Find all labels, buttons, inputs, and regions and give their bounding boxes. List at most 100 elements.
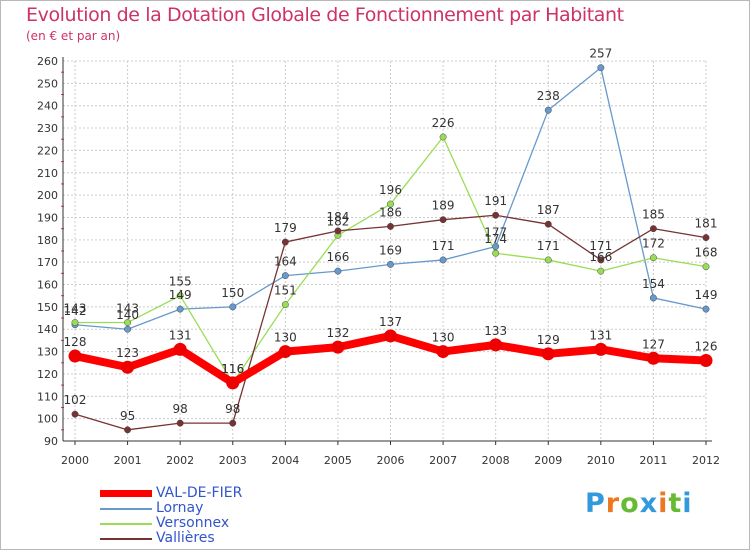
data-point: [281, 238, 289, 246]
data-point: [439, 216, 447, 224]
data-labels: 128 123 131 116 130 132 137 130 133 129 131 127 126 1…: [64, 47, 718, 423]
x-tick-label: 2012: [692, 454, 720, 467]
grid: [63, 60, 707, 442]
data-point: [124, 426, 132, 434]
data-point: [646, 351, 660, 365]
data-label: 196: [379, 183, 402, 197]
logo-letter: P: [585, 488, 606, 519]
data-label: 179: [274, 221, 297, 235]
chart-subtitle: (en € et par an): [26, 29, 121, 43]
data-point: [226, 376, 240, 390]
data-point: [331, 340, 345, 354]
data-label: 171: [432, 239, 455, 253]
legend-label: VAL-DE-FIER: [156, 485, 243, 501]
data-label: 123: [116, 346, 139, 360]
data-label: 116: [221, 362, 244, 376]
legend-item: Lornay: [100, 501, 242, 516]
x-tick-label: 2008: [482, 454, 510, 467]
logo-letter: x: [639, 488, 659, 519]
data-point: [541, 347, 555, 361]
data-label: 130: [274, 331, 297, 345]
y-tick-label: 220: [37, 144, 58, 157]
y-tick-label: 180: [37, 234, 58, 247]
legend-item: Versonnex: [100, 516, 242, 531]
data-point: [281, 272, 289, 280]
y-tick-label: 210: [37, 167, 58, 180]
data-label: 126: [695, 340, 718, 354]
data-label: 168: [695, 246, 718, 260]
x-tick-label: 2006: [377, 454, 405, 467]
data-point: [71, 319, 79, 326]
data-label: 171: [589, 239, 612, 253]
data-label: 185: [642, 208, 665, 222]
data-point: [489, 338, 503, 352]
data-point: [544, 106, 552, 114]
data-point: [649, 225, 657, 233]
data-label: 189: [432, 199, 455, 213]
y-tick-label: 200: [37, 189, 58, 202]
data-label: 132: [326, 326, 349, 340]
x-tick-label: 2010: [587, 454, 615, 467]
legend-item: VAL-DE-FIER: [100, 486, 242, 501]
data-label: 149: [169, 288, 192, 302]
data-point: [594, 342, 608, 356]
data-point: [334, 267, 342, 275]
data-label: 131: [589, 328, 612, 342]
legend-swatch: [100, 522, 152, 525]
x-tick-label: 2002: [166, 454, 194, 467]
x-tick-label: 2004: [271, 454, 299, 467]
x-tick-label: 2000: [61, 454, 89, 467]
data-point: [278, 345, 292, 359]
y-tick-label: 170: [37, 256, 58, 269]
data-label: 116: [221, 362, 244, 376]
data-point: [229, 303, 237, 311]
data-point: [124, 325, 132, 333]
data-point: [544, 220, 552, 228]
data-label: 155: [169, 275, 192, 289]
data-points: [68, 64, 713, 434]
data-point: [699, 354, 713, 368]
data-point: [649, 294, 657, 302]
data-label: 129: [537, 333, 560, 347]
data-label: 98: [173, 402, 188, 416]
data-label: 143: [116, 302, 139, 316]
legend: VAL-DE-FIER Lornay Versonnex Vallières: [100, 486, 242, 546]
data-label: 151: [274, 284, 297, 298]
logo-letter: i: [682, 488, 693, 519]
legend-swatch: [100, 537, 152, 540]
data-label: 137: [379, 315, 402, 329]
legend-swatch: [100, 507, 152, 510]
data-label: 186: [379, 205, 402, 219]
data-point: [544, 256, 552, 264]
y-tick-label: 110: [37, 390, 58, 403]
data-label: 172: [642, 237, 665, 251]
data-point: [597, 267, 605, 275]
data-label: 142: [64, 304, 87, 318]
legend-label: Lornay: [156, 500, 204, 516]
data-point: [176, 305, 184, 313]
data-label: 133: [484, 324, 507, 338]
legend-label: Versonnex: [156, 515, 230, 531]
y-tick-label: 230: [37, 122, 58, 135]
x-tick-label: 2011: [639, 454, 667, 467]
x-tick-label: 2005: [324, 454, 352, 467]
data-point: [492, 211, 500, 219]
data-point: [492, 243, 500, 250]
data-label: 177: [484, 226, 507, 240]
axes: 9010011012013014015016017018019020021022…: [37, 55, 720, 467]
x-tick-label: 2001: [114, 454, 142, 467]
logo-letter: o: [620, 488, 640, 519]
data-point: [492, 249, 500, 257]
data-label: 128: [64, 335, 87, 349]
data-label: 143: [64, 302, 87, 316]
data-label: 95: [120, 409, 135, 423]
y-tick-label: 90: [44, 435, 58, 448]
x-tick-label: 2009: [534, 454, 562, 467]
data-label: 238: [537, 89, 560, 103]
data-label: 164: [274, 255, 297, 269]
data-point: [71, 410, 79, 418]
data-label: 149: [695, 288, 718, 302]
y-tick-label: 140: [37, 323, 58, 336]
data-point: [387, 222, 394, 230]
